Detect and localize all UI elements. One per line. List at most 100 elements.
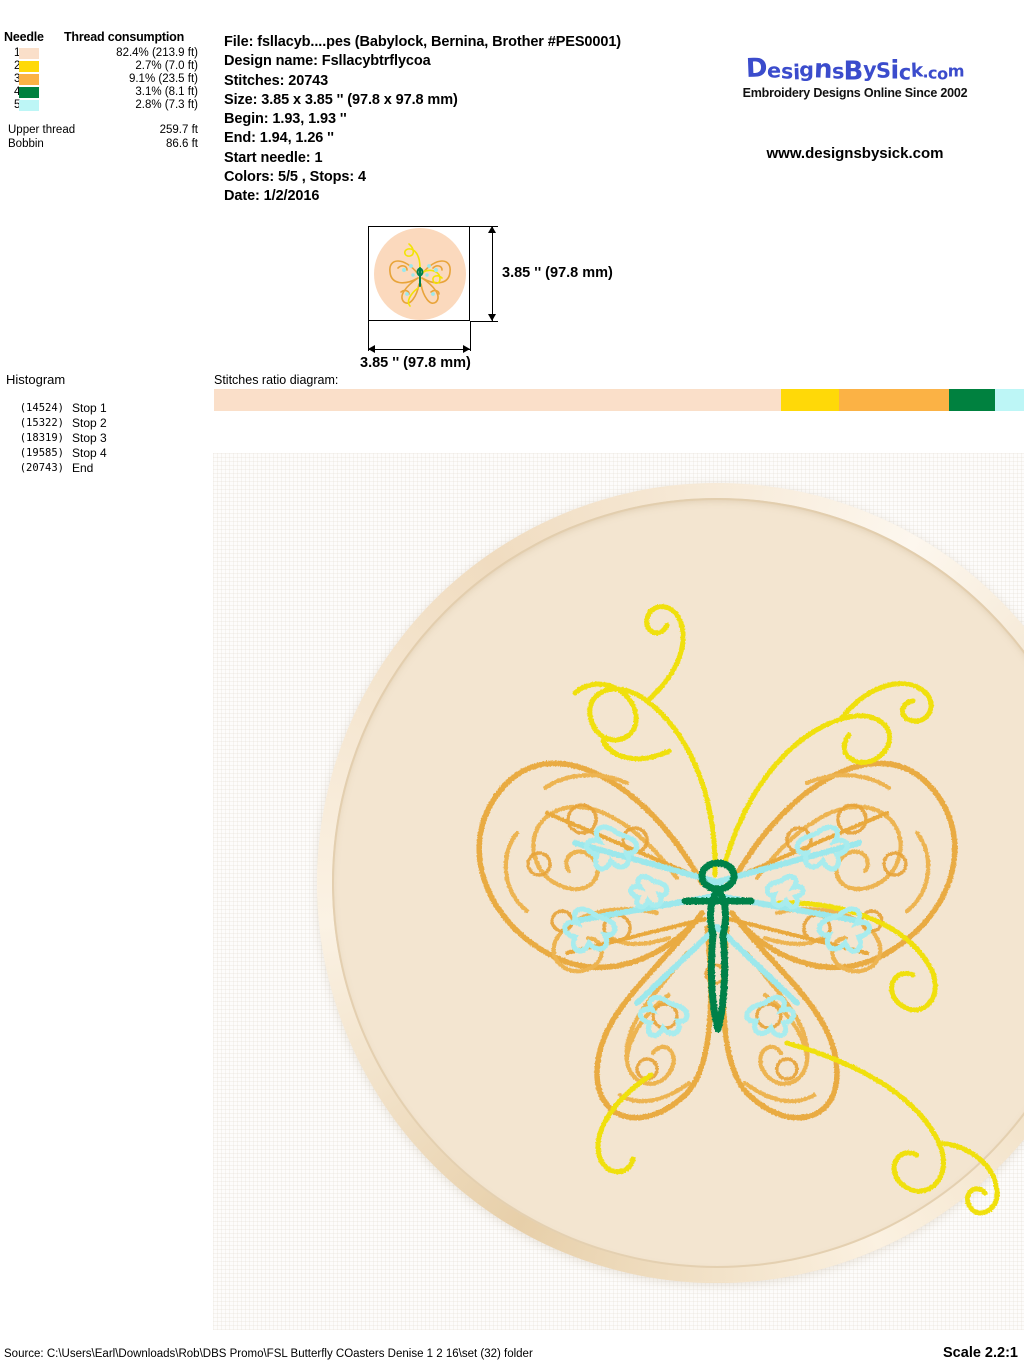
- info-file: File: fsllacyb....pes (Babylock, Bernina…: [224, 34, 622, 50]
- needle-color-swatch: [19, 61, 39, 72]
- needle-row: 5 2.8% (7.3 ft): [4, 99, 214, 112]
- histogram-row: (15322) Stop 2: [6, 416, 206, 431]
- needle-column-header: Needle: [4, 30, 44, 44]
- needle-color-swatch: [19, 48, 39, 59]
- dimension-width-label: 3.85 '' (97.8 mm): [360, 355, 471, 371]
- butterfly-lace-design: [476, 604, 1000, 1216]
- needle-consumption: 82.4% (213.9 ft): [116, 47, 198, 59]
- dimension-line-vertical: [492, 227, 493, 321]
- needle-index: 3: [14, 73, 21, 85]
- logo-letter: .: [922, 62, 929, 82]
- needle-index: 4: [14, 86, 21, 98]
- logo-letter: k: [910, 60, 923, 82]
- dimension-arrow-left-icon: [368, 345, 375, 353]
- logo-letter: y: [862, 57, 877, 82]
- coaster-satin-rim: [317, 483, 1024, 1283]
- bobbin-value: 86.6 ft: [166, 137, 198, 150]
- histogram-stop-label: Stop 2: [72, 416, 107, 430]
- ratio-segment: [781, 389, 840, 411]
- logo-letter: B: [843, 56, 863, 87]
- thread-consumption-column-header: Thread consumption: [64, 30, 185, 44]
- thread-totals: Upper thread 259.7 ft Bobbin 86.6 ft: [4, 124, 214, 151]
- dimension-arrow-right-icon: [463, 345, 470, 353]
- source-path: Source: C:\Users\Earl\Downloads\Rob\DBS …: [4, 1348, 533, 1360]
- dimension-arrow-up-icon: [488, 226, 496, 233]
- histogram-row: (18319) Stop 3: [6, 431, 206, 446]
- histogram-stitch-count: (14524): [19, 402, 64, 414]
- needle-rows: 1 82.4% (213.9 ft) 2 2.7% (7.0 ft) 3 9.1% (23…: [4, 47, 214, 112]
- histogram-panel: Histogram (14524) Stop 1 (15322) Stop 2 (183…: [6, 372, 206, 476]
- needle-row: 2 2.7% (7.0 ft): [4, 60, 214, 73]
- ratio-segment: [994, 389, 1024, 411]
- upper-thread-value: 259.7 ft: [159, 124, 198, 136]
- logo-letter: D: [745, 53, 768, 85]
- histogram-stop-label: End: [72, 461, 94, 475]
- histogram-row: (20743) End: [6, 461, 206, 476]
- histogram-title: Histogram: [6, 372, 66, 387]
- bobbin-label: Bobbin: [8, 137, 44, 150]
- info-date: Date: 1/2/2016: [224, 188, 320, 205]
- scale-label: Scale 2.2:1: [943, 1345, 1018, 1361]
- logo-letter: i: [890, 55, 899, 86]
- logo-letter: o: [936, 64, 949, 84]
- stitches-ratio-bar: [214, 389, 1024, 411]
- info-start-needle: Start needle: 1: [224, 149, 323, 166]
- dimension-extension-right: [470, 321, 471, 351]
- brand-tagline: Embroidery Designs Online Since 2002: [742, 86, 968, 100]
- needle-row: 3 9.1% (23.5 ft): [4, 73, 214, 86]
- needle-consumption: 2.7% (7.0 ft): [135, 60, 198, 72]
- histogram-rows: (14524) Stop 1 (15322) Stop 2 (18319) Stop 3(…: [6, 401, 206, 476]
- needle-color-swatch: [19, 100, 39, 111]
- needle-consumption: 9.1% (23.5 ft): [128, 73, 198, 85]
- logo-letter: e: [767, 58, 781, 83]
- logo-letter: c: [898, 60, 911, 85]
- dimension-arrow-down-icon: [488, 314, 496, 321]
- dimension-height-label: 3.85 '' (97.8 mm): [502, 265, 613, 281]
- needle-color-swatch: [19, 74, 39, 85]
- ratio-segment: [214, 389, 781, 411]
- histogram-stop-label: Stop 1: [72, 401, 107, 415]
- needle-index: 1: [14, 47, 21, 59]
- dimension-line-horizontal: [369, 349, 470, 350]
- dimension-extension-top: [470, 226, 498, 227]
- info-colors-stops: Colors: 5/5 , Stops: 4: [224, 169, 367, 186]
- needle-thread-panel: Needle Thread consumption 1 82.4% (213.9 …: [4, 30, 214, 151]
- logo-letter: n: [812, 54, 833, 85]
- info-size: Size: 3.85 x 3.85 '' (97.8 x 97.8 mm): [224, 91, 458, 108]
- info-begin: Begin: 1.93, 1.93 '': [224, 111, 347, 128]
- design-preview-bounding-box: [368, 226, 470, 321]
- needle-consumption: 3.1% (8.1 ft): [135, 86, 198, 98]
- bobbin-row: Bobbin 86.6 ft: [4, 138, 214, 152]
- design-preview-area: 3.85 '' (97.8 mm) 3.85 '' (97.8 mm): [360, 218, 630, 371]
- histogram-stitch-count: (20743): [19, 462, 64, 474]
- logo-letter: g: [799, 57, 814, 82]
- dimension-extension-left: [368, 321, 369, 351]
- logo-letter: s: [831, 59, 844, 84]
- histogram-stitch-count: (19585): [19, 447, 64, 459]
- histogram-stitch-count: (18319): [19, 432, 64, 444]
- brand-logo: DesignsBySick.com Embroidery Designs Onl…: [700, 53, 1010, 100]
- embroidery-render: [213, 453, 1024, 1330]
- needle-index: 2: [14, 60, 21, 72]
- histogram-stop-label: Stop 4: [72, 446, 107, 460]
- histogram-row: (14524) Stop 1: [6, 401, 206, 416]
- info-design-name: Design name: Fsllacybtrflycoa: [224, 53, 431, 70]
- histogram-stitch-count: (15322): [19, 417, 64, 429]
- needle-consumption: 2.8% (7.3 ft): [135, 99, 198, 111]
- ratio-segment: [839, 389, 949, 411]
- needle-table-header: Needle Thread consumption: [4, 30, 214, 44]
- design-preview-butterfly-icon: [389, 243, 451, 307]
- brand-logo-wordmark: DesignsBySick.com: [700, 53, 1010, 87]
- ratio-segment: [948, 389, 995, 411]
- histogram-row: (19585) Stop 4: [6, 446, 206, 461]
- histogram-stop-label: Stop 3: [72, 431, 107, 445]
- lace-coaster: [317, 483, 1024, 1283]
- info-end: End: 1.94, 1.26 '': [224, 130, 334, 147]
- info-stitches: Stitches: 20743: [224, 72, 329, 89]
- upper-thread-label: Upper thread: [8, 124, 76, 136]
- needle-index: 5: [14, 99, 21, 111]
- needle-row: 1 82.4% (213.9 ft): [4, 47, 214, 60]
- site-url: www.designsbysick.com: [766, 145, 944, 162]
- design-info-block: File: fsllacyb....pes (Babylock, Bernina…: [224, 33, 621, 207]
- logo-letter: S: [875, 58, 891, 83]
